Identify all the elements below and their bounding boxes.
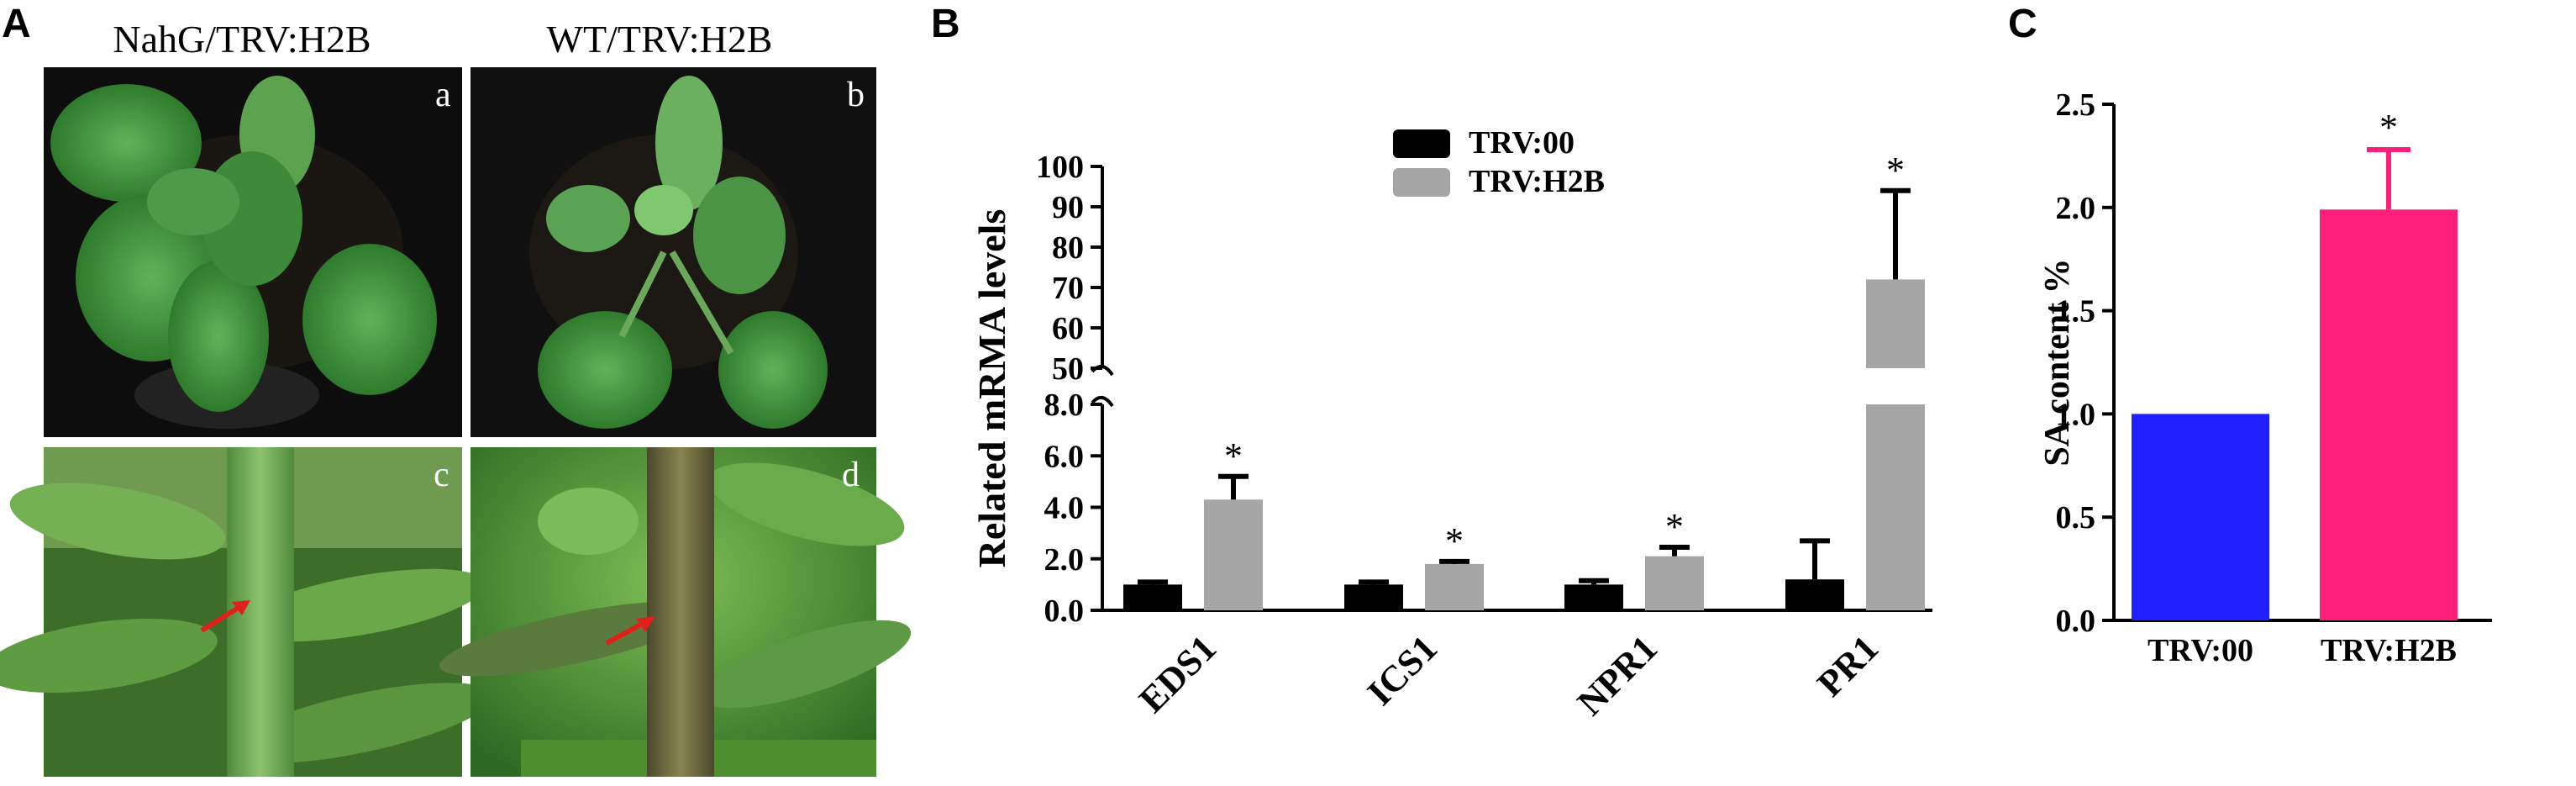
significance-mark: * [1886, 150, 1905, 191]
bar [1785, 579, 1844, 610]
category-label: EDS1 [1131, 627, 1224, 720]
legend-label: TRV:H2B [1469, 164, 1605, 199]
panel-letter-c: C [2008, 2, 2037, 46]
bar [1866, 279, 1925, 368]
y-tick-label: 2.5 [2056, 87, 2096, 123]
legend-swatch [1393, 168, 1450, 197]
photo-label-b: b [847, 76, 865, 114]
y-tick-label: 6.0 [1044, 439, 1085, 474]
photo-label-a: a [435, 76, 451, 114]
y-tick-label: 0.0 [1044, 593, 1085, 629]
photo-label-c: c [434, 456, 449, 494]
significance-mark: * [2379, 107, 2398, 148]
bar [1123, 584, 1182, 610]
photo-title-nahg: NahG/TRV:H2B [113, 18, 371, 61]
photo-d: d [439, 447, 912, 777]
axis-break-mark [1091, 396, 1114, 408]
y-tick-label: 70 [1052, 271, 1084, 306]
category-label: ICS1 [1359, 627, 1445, 713]
bar [1645, 556, 1704, 610]
legend-label: TRV:00 [1469, 125, 1575, 161]
category-label: TRV:H2B [2321, 633, 2457, 668]
category-label: TRV:00 [2148, 633, 2253, 668]
chart-b: 0.0 2.0 4.0 6.0 8.050 60 70 80 90 100 Related mRMA… [970, 125, 1932, 724]
panel-letter-a: A [2, 2, 31, 46]
y-tick-label: 4.0 [1044, 491, 1085, 526]
panel-letter-b: B [931, 2, 960, 46]
photo-a: a [44, 67, 462, 437]
y-axis-label: Related mRMA levels [970, 209, 1013, 568]
y-axis-label: SA content % [2038, 258, 2077, 466]
y-tick-label: 90 [1052, 190, 1084, 225]
bar [1344, 584, 1403, 610]
photo-label-d: d [842, 456, 860, 494]
bar [1564, 584, 1623, 610]
photo-title-wt: WT/TRV:H2B [547, 18, 773, 61]
y-tick-label: 60 [1052, 311, 1084, 346]
y-tick-label: 8.0 [1044, 388, 1085, 423]
y-tick-label: 0.5 [2056, 500, 2096, 535]
bar [2132, 414, 2269, 620]
y-tick-label: 2.0 [1044, 542, 1085, 578]
y-tick-label: 2.0 [2056, 191, 2096, 226]
bar [1425, 563, 1484, 610]
category-label: NPR1 [1569, 627, 1665, 723]
significance-mark: * [1445, 520, 1464, 562]
y-tick-label: 100 [1036, 150, 1084, 185]
bar [2320, 209, 2458, 621]
chart-c: 0.0 0.5 1.0 1.5 2.0 2.5 SA content % TRV:00 * TRV… [2038, 87, 2492, 668]
y-tick-label: 0.0 [2056, 604, 2096, 639]
y-tick-label: 1.0 [2056, 397, 2096, 432]
bar [1204, 499, 1263, 610]
bar [1866, 404, 1925, 610]
y-tick-label: 1.5 [2056, 294, 2096, 330]
significance-mark: * [1665, 506, 1684, 547]
photo-c: c [0, 447, 493, 777]
category-label: PR1 [1809, 627, 1886, 704]
y-tick-label: 50 [1052, 351, 1084, 387]
photo-b: b [471, 67, 876, 437]
significance-mark: * [1224, 435, 1243, 477]
y-tick-label: 80 [1052, 230, 1084, 266]
legend-swatch [1393, 129, 1450, 158]
